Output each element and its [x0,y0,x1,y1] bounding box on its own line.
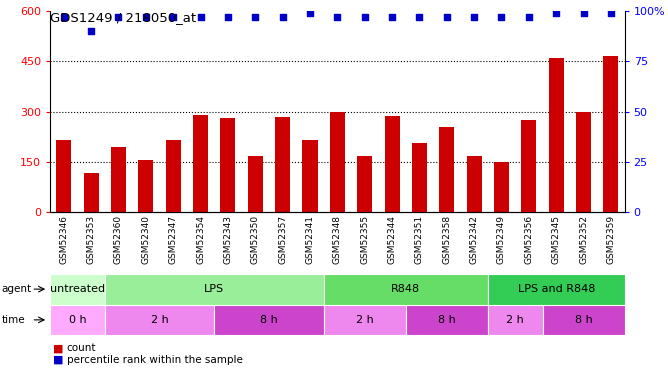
Bar [324,274,488,304]
Text: GSM52350: GSM52350 [250,215,260,264]
Point [496,14,507,20]
Bar [166,140,181,212]
Text: 8 h: 8 h [438,315,456,325]
Text: GSM52359: GSM52359 [607,215,615,264]
Point [250,14,261,20]
Text: time: time [1,315,25,325]
Point [469,14,480,20]
Text: GSM52357: GSM52357 [278,215,287,264]
Bar [440,127,454,212]
Point [86,28,96,34]
Text: GSM52342: GSM52342 [470,215,478,264]
Bar [603,56,619,212]
Text: 2 h: 2 h [356,315,373,325]
Point [332,14,343,20]
Text: GSM52348: GSM52348 [333,215,342,264]
Text: GSM52347: GSM52347 [169,215,178,264]
Bar [548,58,564,212]
Text: GSM52356: GSM52356 [524,215,533,264]
Bar [385,116,399,212]
Bar [324,304,405,335]
Text: GSM52351: GSM52351 [415,215,424,264]
Bar [466,156,482,212]
Bar [275,117,290,212]
Bar [357,156,372,212]
Point [524,14,534,20]
Text: GSM52349: GSM52349 [497,215,506,264]
Bar [138,160,154,212]
Text: GSM52345: GSM52345 [552,215,560,264]
Text: GSM52346: GSM52346 [59,215,68,264]
Point [359,14,370,20]
Text: ■: ■ [53,344,64,353]
Bar [405,304,488,335]
Text: 2 h: 2 h [506,315,524,325]
Bar [412,143,427,212]
Point [58,14,69,20]
Text: GSM52354: GSM52354 [196,215,205,264]
Bar [494,162,509,212]
Text: GSM52340: GSM52340 [142,215,150,264]
Text: GSM52360: GSM52360 [114,215,123,264]
Text: count: count [67,344,96,353]
Point [277,14,288,20]
Bar [330,112,345,212]
Bar [111,147,126,212]
Point [113,14,124,20]
Text: GDS1249 / 218050_at: GDS1249 / 218050_at [50,11,196,24]
Bar [488,274,625,304]
Point [195,14,206,20]
Text: GSM52341: GSM52341 [305,215,315,264]
Bar [84,173,99,212]
Bar [214,304,324,335]
Point [442,14,452,20]
Text: 2 h: 2 h [151,315,168,325]
Point [140,14,151,20]
Point [551,10,562,16]
Text: R848: R848 [391,284,420,294]
Point [606,10,617,16]
Point [168,14,178,20]
Bar [50,304,105,335]
Point [414,14,425,20]
Text: ■: ■ [53,355,64,364]
Bar [105,304,214,335]
Bar [56,140,71,212]
Bar [105,274,324,304]
Text: GSM52358: GSM52358 [442,215,452,264]
Text: LPS: LPS [204,284,224,294]
Point [387,14,397,20]
Text: GSM52352: GSM52352 [579,215,588,264]
Bar [303,140,317,212]
Text: untreated: untreated [50,284,105,294]
Bar [542,304,625,335]
Text: GSM52353: GSM52353 [87,215,96,264]
Bar [248,156,263,212]
Text: GSM52343: GSM52343 [223,215,232,264]
Text: agent: agent [1,284,31,294]
Text: 8 h: 8 h [574,315,593,325]
Bar [576,112,591,212]
Text: percentile rank within the sample: percentile rank within the sample [67,355,242,364]
Point [578,10,589,16]
Point [222,14,233,20]
Bar [50,274,105,304]
Text: 0 h: 0 h [69,315,86,325]
Text: GSM52344: GSM52344 [387,215,397,264]
Text: 8 h: 8 h [260,315,278,325]
Bar [521,120,536,212]
Text: GSM52355: GSM52355 [360,215,369,264]
Point [305,10,315,16]
Bar [488,304,542,335]
Bar [193,115,208,212]
Text: LPS and R848: LPS and R848 [518,284,595,294]
Bar [220,118,235,212]
